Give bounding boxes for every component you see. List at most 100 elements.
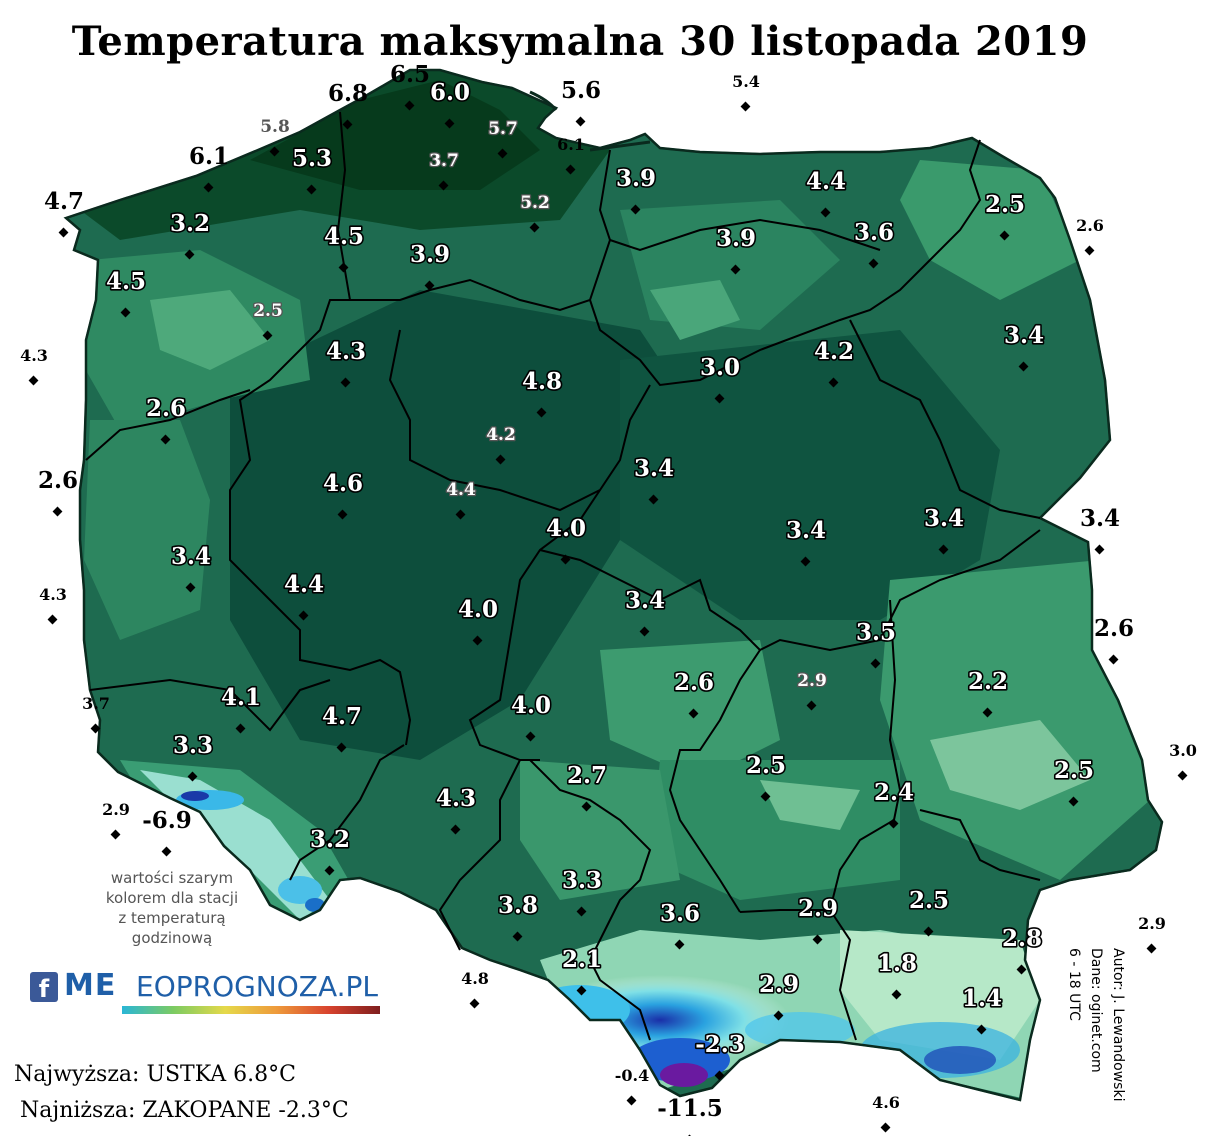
station-marker (161, 846, 172, 857)
station-temperature-label: 2.6 (146, 395, 186, 422)
station-marker (90, 723, 101, 734)
station-temperature-label: 3.6 (660, 900, 700, 927)
station-marker (110, 829, 121, 840)
station-marker (235, 723, 246, 734)
map-title: Temperatura maksymalna 30 listopada 2019 (71, 18, 1089, 65)
station-marker (1018, 361, 1029, 372)
station-marker (576, 985, 587, 996)
station-marker (575, 116, 586, 127)
station-marker (976, 1024, 987, 1035)
station-temperature-label: 2.9 (798, 895, 838, 922)
station-marker (58, 227, 69, 238)
station-marker (262, 330, 273, 341)
station-temperature-label: 3.2 (310, 826, 350, 853)
station-temperature-label: 6.1 (189, 143, 229, 170)
station-temperature-label: 5.7 (488, 119, 518, 139)
station-marker (337, 509, 348, 520)
station-marker (269, 146, 280, 157)
station-marker (1108, 654, 1119, 665)
meteoprognoza-logo[interactable]: f ME EOPROGNOZA.PL (30, 968, 380, 1020)
station-marker (639, 626, 650, 637)
station-temperature-label: 4.2 (486, 425, 516, 445)
station-marker (714, 393, 725, 404)
station-temperature-label: 4.0 (458, 596, 498, 623)
station-marker (820, 207, 831, 218)
station-temperature-label: 5.4 (732, 72, 760, 91)
station-marker (626, 1095, 637, 1106)
station-marker (870, 658, 881, 669)
station-marker (28, 375, 39, 386)
station-marker (1177, 770, 1188, 781)
station-temperature-label: 1.4 (962, 985, 1002, 1012)
station-marker (298, 610, 309, 621)
station-temperature-label: 4.4 (806, 168, 846, 195)
station-temperature-label: 2.5 (1054, 757, 1094, 784)
station-temperature-label: 4.0 (546, 515, 586, 542)
station-temperature-label: 3.0 (700, 354, 740, 381)
station-temperature-label: 2.5 (253, 301, 283, 321)
station-temperature-label: 3.4 (1004, 322, 1044, 349)
station-temperature-label: 2.5 (746, 752, 786, 779)
station-temperature-label: 3.9 (616, 165, 656, 192)
station-temperature-label: 2.6 (38, 467, 78, 494)
legend-note: wartości szarym kolorem dla stacji z tem… (86, 868, 258, 948)
station-temperature-label: 3.4 (786, 517, 826, 544)
station-marker (47, 614, 58, 625)
credits: Autor: J. Lewandowski Dane: oginet.com 6… (1048, 948, 1138, 1128)
station-temperature-label: 3.6 (854, 219, 894, 246)
station-marker (828, 377, 839, 388)
station-marker (888, 818, 899, 829)
station-temperature-label: 2.5 (985, 191, 1025, 218)
note-line: kolorem dla stacji (105, 889, 239, 907)
facebook-icon[interactable]: f (30, 972, 58, 1003)
station-temperature-label: 3.4 (924, 505, 964, 532)
logo-me: ME (64, 968, 117, 1003)
station-marker (648, 494, 659, 505)
station-temperature-label: 3.4 (625, 587, 665, 614)
station-marker (1094, 544, 1105, 555)
station-temperature-label: 2.2 (968, 668, 1008, 695)
station-temperature-label: 4.6 (872, 1093, 900, 1112)
station-marker (806, 700, 817, 711)
station-marker (306, 184, 317, 195)
station-temperature-label: 2.9 (797, 671, 827, 691)
station-temperature-label: 3.9 (410, 241, 450, 268)
lowest-temperature: Najniższa: ZAKOPANE -2.3°C (20, 1098, 349, 1123)
station-marker (52, 506, 63, 517)
station-temperature-label: -0.4 (615, 1066, 649, 1085)
station-temperature-label: 4.0 (511, 692, 551, 719)
station-marker (438, 180, 449, 191)
station-marker (187, 771, 198, 782)
station-temperature-label: 3.2 (170, 210, 210, 237)
station-temperature-label: -2.3 (695, 1031, 745, 1058)
station-marker (338, 262, 349, 273)
station-temperature-label: 2.8 (1002, 925, 1042, 952)
logo-text: EOPROGNOZA.PL (136, 970, 379, 1003)
note-line: wartości szarym (110, 869, 234, 887)
station-temperature-label: 4.4 (284, 571, 324, 598)
station-temperature-label: 5.2 (520, 193, 550, 213)
station-temperature-label: 4.6 (323, 470, 363, 497)
station-temperature-label: 2.5 (909, 887, 949, 914)
station-marker (565, 164, 576, 175)
station-temperature-label: 4.3 (39, 585, 67, 604)
station-temperature-label: 3.9 (716, 225, 756, 252)
station-marker (730, 264, 741, 275)
temperature-shading (66, 70, 1150, 1100)
station-marker (1016, 964, 1027, 975)
station-temperature-label: 4.1 (221, 684, 261, 711)
station-temperature-label: 4.4 (446, 480, 476, 500)
station-marker (529, 222, 540, 233)
station-marker (760, 791, 771, 802)
station-temperature-label: 3.4 (634, 455, 674, 482)
station-marker (1146, 943, 1157, 954)
station-marker (340, 377, 351, 388)
station-marker (714, 1070, 725, 1081)
highest-temperature: Najwyższa: USTKA 6.8°C (14, 1062, 296, 1087)
station-temperature-label: 4.5 (106, 268, 146, 295)
station-temperature-label: 3.3 (173, 732, 213, 759)
station-marker (982, 707, 993, 718)
station-temperature-label: 4.8 (522, 368, 562, 395)
station-marker (455, 509, 466, 520)
station-temperature-label: 6.5 (390, 61, 430, 88)
